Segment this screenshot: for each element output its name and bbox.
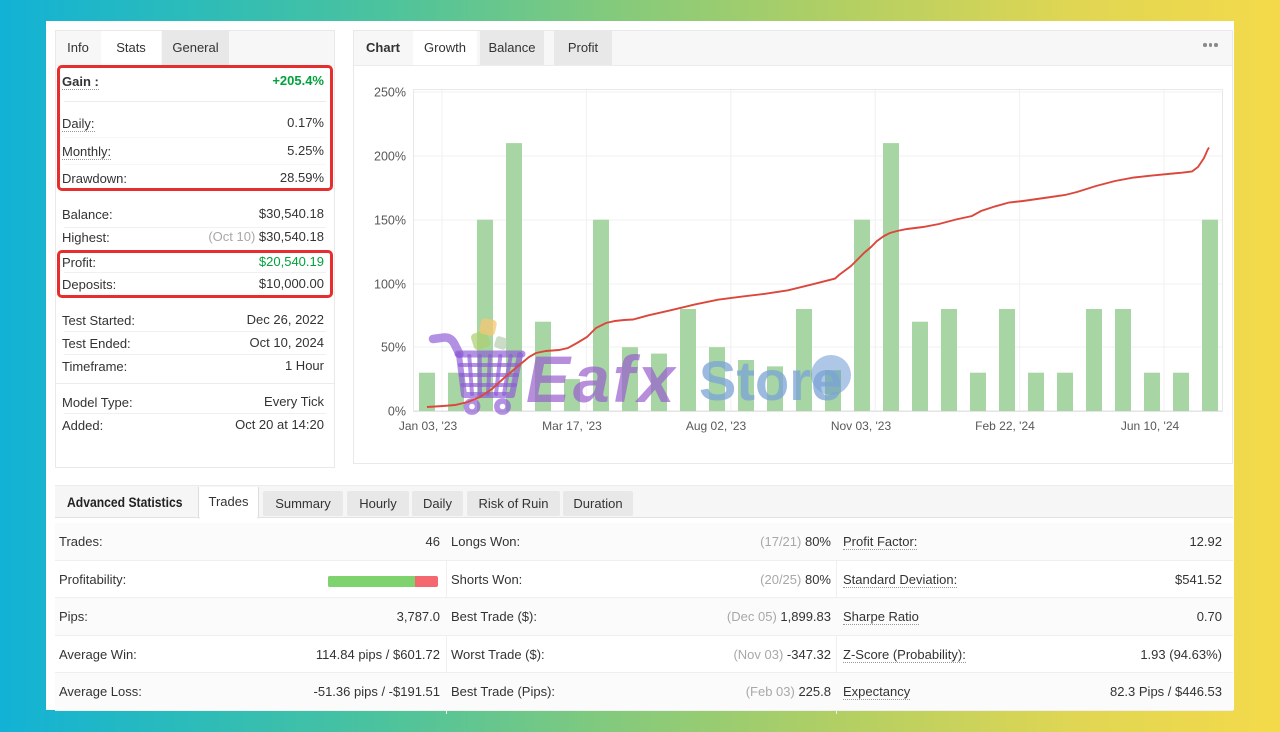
svg-text:Aug 02, '23: Aug 02, '23 <box>686 419 747 433</box>
svg-text:250%: 250% <box>374 86 406 100</box>
svg-text:Feb 22, '24: Feb 22, '24 <box>975 419 1035 433</box>
svg-text:200%: 200% <box>374 150 406 164</box>
svg-text:Jan 03, '23: Jan 03, '23 <box>399 419 458 433</box>
svg-text:Nov 03, '23: Nov 03, '23 <box>831 419 892 433</box>
svg-text:Mar 17, '23: Mar 17, '23 <box>542 419 602 433</box>
svg-text:Eafx: Eafx <box>526 342 677 416</box>
svg-text:150%: 150% <box>374 214 406 228</box>
svg-text:0%: 0% <box>388 405 406 419</box>
svg-text:Jun 10, '24: Jun 10, '24 <box>1121 419 1180 433</box>
svg-text:Store: Store <box>699 349 842 412</box>
svg-text:100%: 100% <box>374 278 406 292</box>
svg-text:50%: 50% <box>381 341 406 355</box>
